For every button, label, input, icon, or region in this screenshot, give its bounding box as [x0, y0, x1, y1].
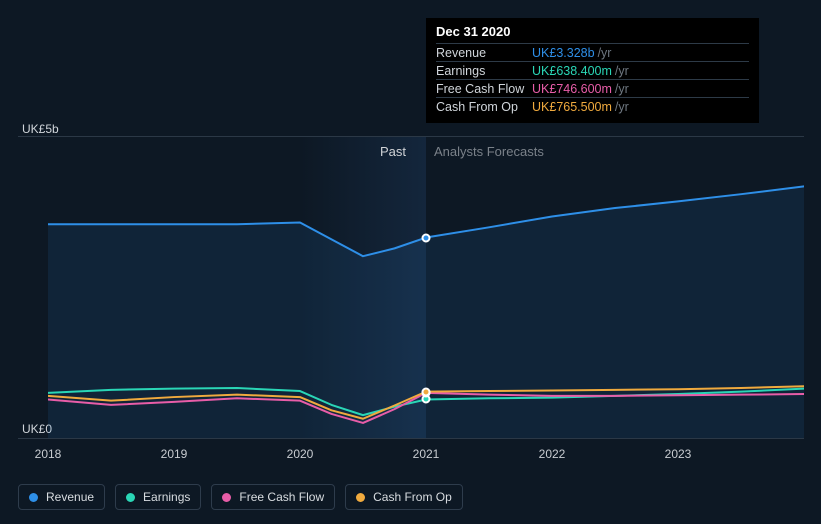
x-tick: 2023	[665, 447, 692, 461]
marker-revenue	[422, 233, 431, 242]
tooltip-row-label: Earnings	[436, 64, 532, 78]
x-tick: 2019	[161, 447, 188, 461]
section-label-past: Past	[380, 144, 406, 159]
section-label-forecast: Analysts Forecasts	[434, 144, 544, 159]
plot-area[interactable]	[48, 137, 804, 438]
legend-label: Cash From Op	[373, 490, 452, 504]
tooltip-row-label: Free Cash Flow	[436, 82, 532, 96]
legend-label: Earnings	[143, 490, 190, 504]
legend: Revenue Earnings Free Cash Flow Cash From O…	[18, 484, 463, 510]
y-tick-max: UK£5b	[22, 122, 59, 136]
legend-item-revenue[interactable]: Revenue	[18, 484, 105, 510]
legend-item-cfop[interactable]: Cash From Op	[345, 484, 463, 510]
x-tick: 2018	[35, 447, 62, 461]
chart-container: UK£5b UK£0 Past Analysts Forecasts 20182…	[18, 0, 804, 524]
legend-dot-icon	[356, 493, 365, 502]
legend-item-fcf[interactable]: Free Cash Flow	[211, 484, 335, 510]
tooltip-row-unit: /yr	[615, 64, 629, 78]
tooltip-row: EarningsUK£638.400m/yr	[436, 61, 749, 79]
legend-label: Revenue	[46, 490, 94, 504]
legend-item-earnings[interactable]: Earnings	[115, 484, 201, 510]
tooltip-row-unit: /yr	[615, 100, 629, 114]
x-tick: 2020	[287, 447, 314, 461]
legend-dot-icon	[126, 493, 135, 502]
legend-label: Free Cash Flow	[239, 490, 324, 504]
tooltip-row: Cash From OpUK£765.500m/yr	[436, 97, 749, 115]
tooltip-row-value: UK£638.400m	[532, 64, 612, 78]
tooltip-date: Dec 31 2020	[436, 24, 749, 43]
tooltip-row: RevenueUK£3.328b/yr	[436, 43, 749, 61]
tooltip-row-unit: /yr	[598, 46, 612, 60]
tooltip-row-unit: /yr	[615, 82, 629, 96]
tooltip-row: Free Cash FlowUK£746.600m/yr	[436, 79, 749, 97]
tooltip: Dec 31 2020 RevenueUK£3.328b/yrEarningsU…	[426, 18, 759, 123]
tooltip-row-label: Cash From Op	[436, 100, 532, 114]
legend-dot-icon	[222, 493, 231, 502]
legend-dot-icon	[29, 493, 38, 502]
x-tick: 2021	[413, 447, 440, 461]
tooltip-row-value: UK£765.500m	[532, 100, 612, 114]
tooltip-row-value: UK£3.328b	[532, 46, 595, 60]
marker-cfop	[422, 387, 431, 396]
x-tick: 2022	[539, 447, 566, 461]
bottom-gridline	[18, 438, 804, 439]
tooltip-row-value: UK£746.600m	[532, 82, 612, 96]
tooltip-row-label: Revenue	[436, 46, 532, 60]
